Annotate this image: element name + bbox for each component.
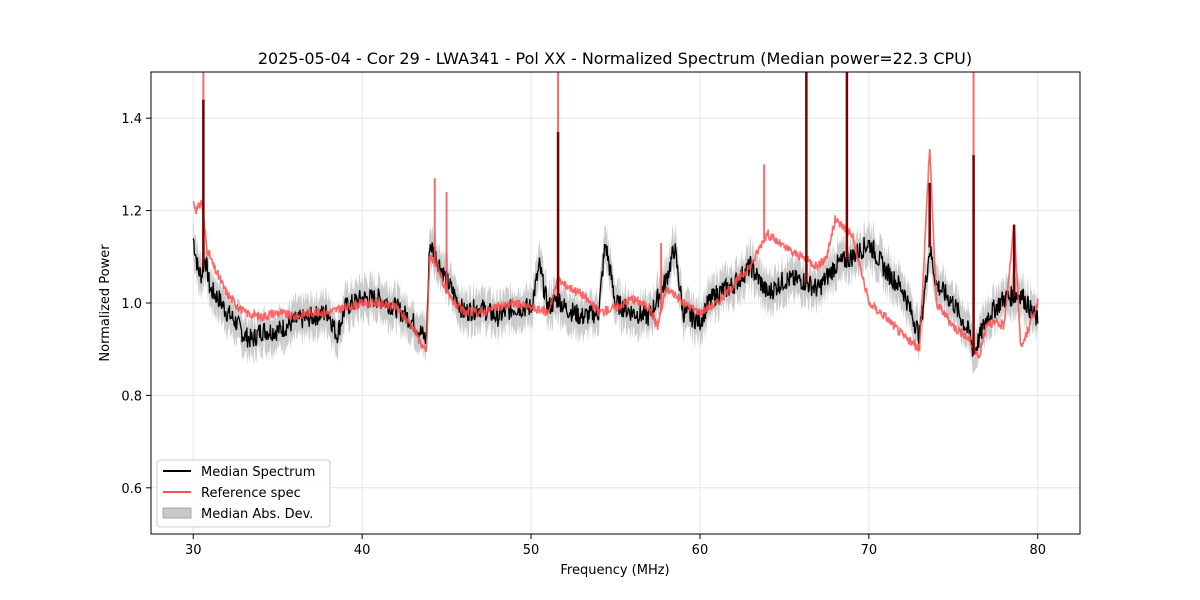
- y-tick-label: 0.8: [121, 389, 142, 404]
- y-tick-label: 1.0: [121, 297, 142, 312]
- legend: Median Spectrum Reference spec Median Ab…: [156, 459, 331, 528]
- y-tick-label: 1.2: [121, 205, 142, 220]
- x-axis-label: Frequency (MHz): [560, 563, 669, 578]
- x-tick-label: 30: [185, 543, 202, 558]
- y-axis-label: Normalized Power: [98, 244, 113, 362]
- x-tick-label: 70: [861, 543, 878, 558]
- reference-spec-line: [193, 148, 1039, 359]
- y-tick-label: 0.6: [121, 482, 142, 497]
- x-tick-label: 80: [1029, 543, 1046, 558]
- series-layer: [192, 72, 1039, 376]
- legend-mad-swatch: [162, 507, 192, 519]
- x-tick-label: 60: [692, 543, 709, 558]
- tick-layer: 30 40 50 60 70 80 0.6 0.8 1.0 1.2 1.4: [121, 112, 1046, 558]
- x-tick-label: 50: [523, 543, 540, 558]
- chart-title: 2025-05-04 - Cor 29 - LWA341 - Pol XX - …: [258, 49, 972, 68]
- legend-reference-label: Reference spec: [201, 486, 301, 501]
- legend-box: [156, 459, 331, 528]
- x-tick-label: 40: [354, 543, 371, 558]
- legend-median-label: Median Spectrum: [201, 465, 315, 480]
- legend-mad-label: Median Abs. Dev.: [201, 507, 313, 522]
- y-tick-label: 1.4: [121, 112, 142, 127]
